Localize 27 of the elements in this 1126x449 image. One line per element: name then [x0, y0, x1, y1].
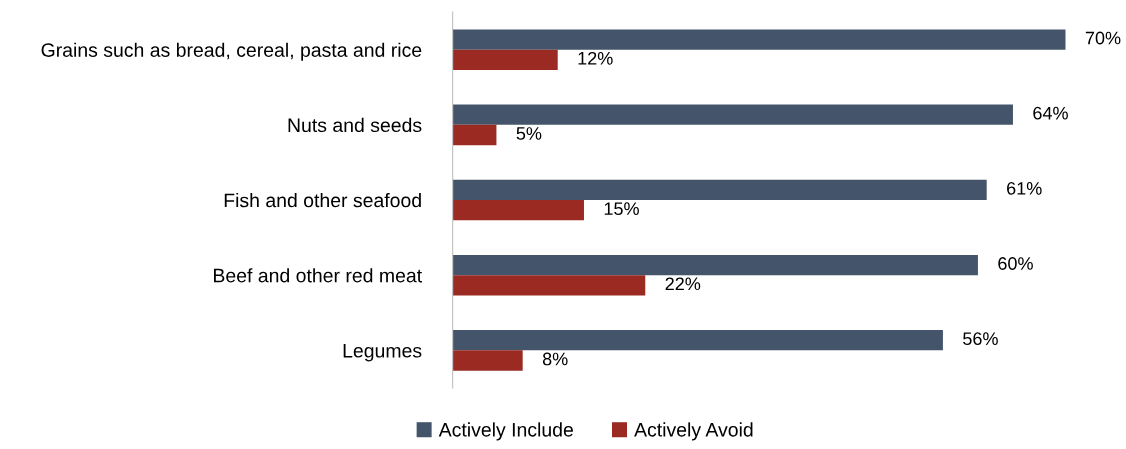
- bar: [452, 49, 558, 70]
- y-tick-label: Grains such as bread, cereal, pasta and rice: [41, 42, 422, 61]
- bar: [452, 350, 523, 371]
- y-tick-label: Nuts and seeds: [288, 117, 422, 133]
- data-label: 61%: [1007, 181, 1042, 195]
- bar: [452, 29, 1066, 50]
- bar: [452, 104, 1013, 125]
- data-label: 70%: [1085, 31, 1121, 45]
- bar: [452, 254, 978, 276]
- data-label: 5%: [516, 127, 542, 140]
- y-tick-label: Legumes: [343, 344, 422, 362]
- bar: [452, 200, 584, 221]
- data-label: 56%: [963, 332, 998, 346]
- bar: [452, 275, 646, 296]
- bar: [452, 330, 943, 351]
- data-label: 8%: [542, 352, 568, 366]
- data-label: 12%: [578, 51, 613, 65]
- data-label: 60%: [998, 257, 1033, 270]
- y-tick-label: Beef and other red meat: [214, 268, 422, 283]
- legend-label: Actively Include: [438, 422, 573, 441]
- y-tick-label: Fish and other seafood: [224, 192, 421, 208]
- legend-label: Actively Avoid: [634, 422, 753, 441]
- data-label: 64%: [1033, 106, 1068, 120]
- data-label: 22%: [665, 277, 701, 291]
- bar: [452, 179, 987, 201]
- bar: [452, 124, 497, 146]
- data-label: 15%: [604, 202, 639, 216]
